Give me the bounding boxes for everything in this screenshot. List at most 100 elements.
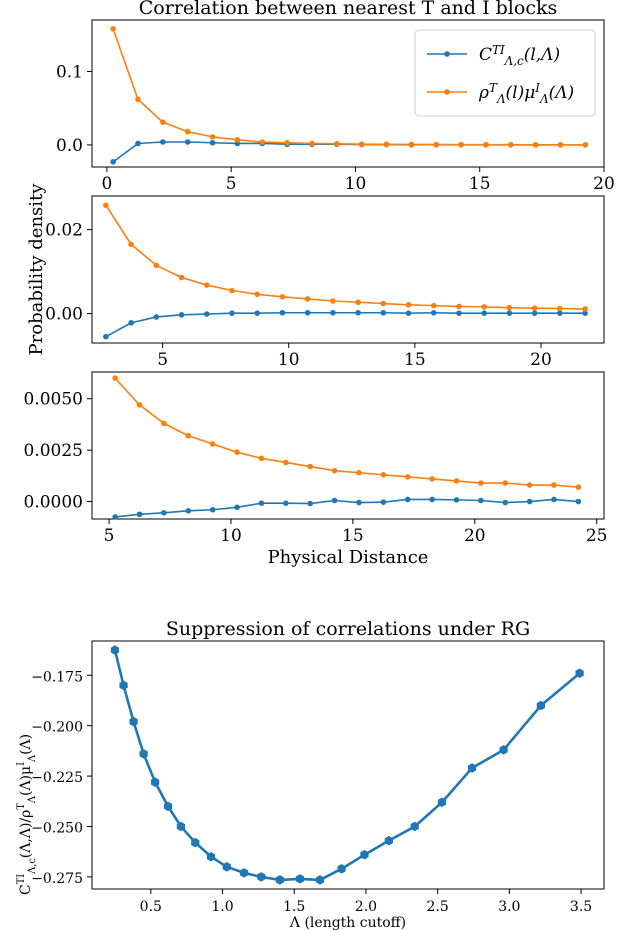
data-point	[408, 141, 415, 148]
data-point	[380, 300, 387, 307]
x-tick-label: 5	[226, 174, 237, 194]
data-point	[478, 480, 484, 486]
data-point	[337, 864, 346, 874]
data-point	[209, 139, 216, 146]
y-tick-label: 0.1	[56, 62, 83, 82]
data-point	[135, 96, 141, 103]
data-point	[483, 141, 489, 148]
axes-frame	[91, 371, 605, 520]
data-point	[502, 499, 509, 506]
data-point	[536, 700, 546, 711]
data-point	[178, 274, 185, 281]
data-point	[110, 645, 120, 655]
data-point	[453, 478, 460, 484]
data-point	[506, 304, 513, 311]
data-point	[229, 310, 235, 316]
data-point	[275, 875, 285, 885]
data-point	[295, 874, 305, 884]
data-point	[135, 140, 141, 147]
x-tick-label: 10	[278, 350, 300, 370]
data-point	[304, 296, 311, 302]
x-tick-label: 5	[157, 350, 168, 370]
x-tick-label: 15	[469, 174, 491, 194]
chart-title: Suppression of correlations under RG	[166, 618, 530, 640]
data-point	[283, 459, 289, 466]
data-point	[331, 467, 338, 474]
data-point	[557, 305, 563, 312]
data-point	[481, 310, 487, 316]
data-point	[404, 496, 411, 503]
legend-marker	[444, 89, 450, 95]
data-point	[184, 128, 191, 135]
data-point	[582, 306, 588, 312]
data-point	[355, 309, 361, 316]
data-point	[229, 287, 235, 294]
data-point	[307, 463, 314, 470]
data-point	[279, 309, 286, 316]
legend-entry: ρTΛ(l)μIΛ(Λ)	[478, 81, 574, 106]
data-point	[284, 139, 290, 146]
data-point	[384, 835, 394, 846]
x-tick-label: 0.5	[140, 899, 162, 915]
y-tick-label: −0.200	[31, 720, 83, 736]
data-point	[185, 507, 192, 514]
y-tick-label: −0.175	[31, 669, 83, 685]
data-point	[575, 498, 582, 505]
data-point	[531, 305, 538, 311]
data-point	[153, 262, 160, 269]
data-point	[404, 474, 411, 480]
data-point	[330, 298, 336, 304]
data-point	[575, 484, 582, 490]
series-line	[105, 204, 586, 310]
data-point	[330, 309, 336, 316]
data-point	[191, 837, 200, 848]
data-point	[136, 511, 143, 518]
data-point	[507, 141, 514, 148]
data-point	[110, 159, 116, 165]
axes-frame	[91, 195, 605, 344]
data-point	[334, 141, 340, 147]
data-point	[209, 506, 216, 513]
y-tick-label: −0.275	[31, 871, 83, 887]
data-point	[532, 142, 539, 148]
data-point	[331, 497, 338, 504]
axes-frame	[91, 19, 605, 168]
x-tick-label: 1.0	[211, 899, 233, 915]
data-point	[429, 476, 435, 482]
data-point	[360, 849, 369, 860]
data-point	[380, 499, 387, 505]
data-point	[575, 668, 584, 679]
data-point	[110, 26, 116, 32]
y-tick-label: 0.0000	[24, 493, 83, 513]
data-point	[405, 310, 412, 316]
data-point	[258, 500, 265, 506]
data-point	[551, 496, 557, 503]
chart-title: Correlation between nearest T and I bloc…	[139, 0, 557, 19]
data-point	[304, 309, 311, 316]
data-point	[307, 500, 314, 507]
data-point	[467, 763, 477, 773]
data-point	[380, 471, 387, 478]
series-2	[112, 375, 582, 490]
data-point	[356, 469, 362, 476]
data-point	[410, 821, 419, 832]
data-point	[185, 432, 192, 439]
data-point	[430, 302, 437, 309]
data-point	[129, 716, 138, 727]
data-point	[128, 320, 134, 326]
data-point	[234, 137, 241, 143]
y-axis-label: CTIΛ,c(Λ,Λ)/ρTΛ(Λ)μIΛ(Λ)	[16, 734, 38, 895]
data-point	[178, 312, 185, 318]
series-1	[103, 309, 588, 340]
data-point	[128, 241, 134, 248]
data-point	[358, 141, 365, 148]
data-point	[355, 299, 361, 306]
data-point	[309, 140, 315, 147]
data-point	[356, 499, 362, 506]
data-point	[458, 141, 464, 148]
data-point	[433, 141, 440, 148]
data-point	[437, 797, 447, 808]
chart-panel-3: 5 10 15 20 25 0.0000 0.0025 0.0050 Physical Dist…	[24, 371, 608, 568]
